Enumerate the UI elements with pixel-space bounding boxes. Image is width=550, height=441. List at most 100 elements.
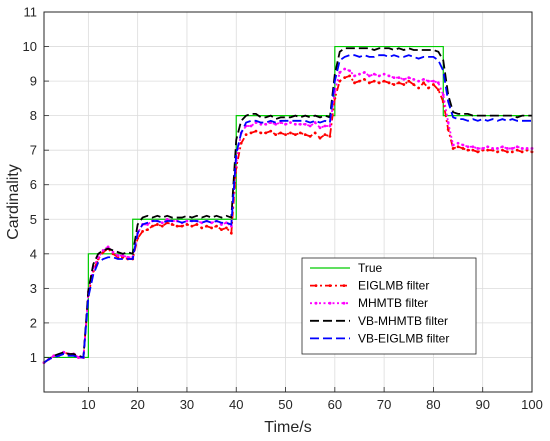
- series-point-eiglmb-filter: [363, 77, 366, 81]
- plot-frame: [43, 11, 533, 393]
- x-tick-label: 10: [81, 397, 95, 412]
- legend-label-eiglmb-filter: EIGLMB filter: [358, 279, 429, 293]
- series-point-eiglmb-filter: [417, 86, 421, 90]
- series-point-mhmtb-filter: [486, 145, 490, 149]
- series-line-vb-eiglmb-filter: [43, 54, 532, 364]
- series-point-mhmtb-filter: [446, 121, 450, 124]
- y-axis-label: Cardinality: [5, 164, 22, 240]
- series-point-eiglmb-filter: [284, 133, 287, 137]
- legend-swatch-marker: [328, 284, 332, 287]
- series-point-eiglmb-filter: [353, 81, 356, 85]
- series-point-eiglmb-filter: [155, 223, 159, 226]
- series-point-eiglmb-filter: [520, 150, 524, 154]
- series-point-mhmtb-filter: [318, 126, 322, 130]
- series-point-mhmtb-filter: [451, 143, 455, 147]
- series-line-mhmtb-filter: [43, 67, 532, 364]
- series-point-eiglmb-filter: [471, 148, 475, 152]
- legend-swatch-marker: [342, 284, 346, 287]
- y-tick-label: 7: [30, 143, 37, 158]
- series-point-mhmtb-filter: [358, 72, 361, 76]
- series-point-eiglmb-filter: [170, 223, 174, 226]
- legend-swatch-marker: [314, 301, 318, 305]
- series-point-mhmtb-filter: [101, 248, 105, 252]
- x-tick-label: 90: [475, 397, 489, 412]
- series-point-eiglmb-filter: [501, 148, 504, 152]
- x-tick-label: 50: [278, 397, 292, 412]
- series-point-mhmtb-filter: [491, 147, 494, 150]
- series-point-eiglmb-filter: [432, 83, 435, 86]
- series-point-eiglmb-filter: [195, 223, 199, 226]
- series-point-mhmtb-filter: [481, 147, 485, 150]
- series-point-eiglmb-filter: [303, 133, 307, 137]
- series-point-eiglmb-filter: [407, 79, 411, 83]
- series-point-eiglmb-filter: [343, 76, 347, 80]
- series-point-mhmtb-filter: [353, 74, 356, 78]
- series-line-eiglmb-filter: [43, 74, 533, 364]
- series-point-mhmtb-filter: [436, 81, 440, 85]
- series-point-mhmtb-filter: [387, 74, 391, 78]
- series-point-mhmtb-filter: [274, 122, 278, 126]
- series-point-mhmtb-filter: [422, 77, 425, 81]
- x-tick-label: 100: [521, 397, 543, 412]
- series-point-mhmtb-filter: [510, 147, 514, 150]
- series-point-mhmtb-filter: [121, 254, 125, 257]
- series-point-eiglmb-filter: [141, 229, 144, 233]
- series-point-eiglmb-filter: [387, 81, 391, 85]
- series-point-eiglmb-filter: [259, 131, 263, 135]
- series-point-eiglmb-filter: [466, 148, 470, 152]
- series-point-eiglmb-filter: [224, 226, 228, 230]
- series-point-eiglmb-filter: [422, 81, 425, 85]
- legend-label-vb-mhmtb-filter: VB-MHMTB filter: [358, 314, 448, 328]
- x-tick-label: 40: [229, 397, 243, 412]
- series-point-eiglmb-filter: [451, 147, 455, 150]
- series-point-mhmtb-filter: [313, 121, 317, 124]
- series-point-mhmtb-filter: [259, 122, 263, 126]
- series-point-mhmtb-filter: [367, 74, 371, 78]
- series-point-eiglmb-filter: [279, 131, 283, 135]
- series-point-eiglmb-filter: [328, 134, 332, 138]
- x-tick-label: 70: [377, 397, 391, 412]
- y-tick-label: 2: [30, 315, 37, 330]
- series-point-mhmtb-filter: [116, 254, 120, 257]
- y-tick-label: 3: [30, 281, 37, 296]
- series-point-eiglmb-filter: [254, 129, 258, 133]
- series-point-mhmtb-filter: [303, 122, 307, 126]
- series-point-mhmtb-filter: [397, 76, 401, 80]
- series-point-mhmtb-filter: [363, 71, 366, 74]
- y-tick-label: 8: [30, 108, 37, 123]
- series-point-mhmtb-filter: [220, 223, 223, 226]
- series-point-eiglmb-filter: [229, 231, 233, 235]
- series-point-mhmtb-filter: [520, 147, 524, 150]
- series-point-mhmtb-filter: [160, 221, 164, 225]
- series-point-eiglmb-filter: [358, 79, 361, 83]
- series-point-mhmtb-filter: [505, 147, 509, 150]
- legend-label-true: True: [358, 261, 383, 275]
- series-point-eiglmb-filter: [180, 224, 184, 228]
- series-point-eiglmb-filter: [397, 81, 401, 85]
- x-axis-label: Time/s: [264, 419, 311, 436]
- series-point-eiglmb-filter: [190, 224, 194, 228]
- legend-swatch-marker: [328, 301, 332, 305]
- series-point-mhmtb-filter: [328, 124, 332, 128]
- series-point-mhmtb-filter: [298, 122, 302, 126]
- series-point-eiglmb-filter: [476, 150, 480, 154]
- series-point-eiglmb-filter: [274, 133, 278, 137]
- series-point-mhmtb-filter: [402, 77, 406, 81]
- series-point-mhmtb-filter: [165, 217, 169, 221]
- y-tick-label: 10: [23, 39, 37, 54]
- legend-swatch-marker: [314, 284, 318, 287]
- x-tick-label: 20: [130, 397, 144, 412]
- series-point-mhmtb-filter: [476, 147, 480, 150]
- series-point-mhmtb-filter: [456, 141, 460, 145]
- series-point-eiglmb-filter: [244, 133, 248, 137]
- series-point-mhmtb-filter: [284, 122, 287, 126]
- series-point-eiglmb-filter: [298, 131, 302, 135]
- series-point-mhmtb-filter: [466, 145, 470, 149]
- series-point-mhmtb-filter: [461, 143, 465, 147]
- series-point-mhmtb-filter: [249, 124, 253, 128]
- series-point-eiglmb-filter: [210, 226, 213, 230]
- series-point-mhmtb-filter: [407, 76, 411, 80]
- series-point-eiglmb-filter: [392, 83, 396, 86]
- y-tick-label: 1: [30, 350, 37, 365]
- series-point-eiglmb-filter: [348, 74, 352, 78]
